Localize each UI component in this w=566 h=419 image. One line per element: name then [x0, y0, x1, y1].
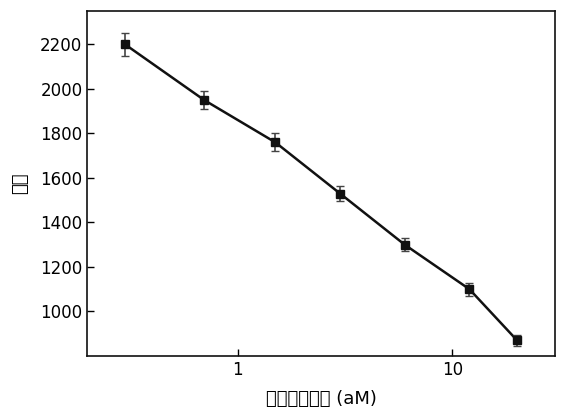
Y-axis label: 强度: 强度 [11, 173, 29, 194]
X-axis label: 甲胎蛋白浓度 (aM): 甲胎蛋白浓度 (aM) [265, 390, 376, 408]
